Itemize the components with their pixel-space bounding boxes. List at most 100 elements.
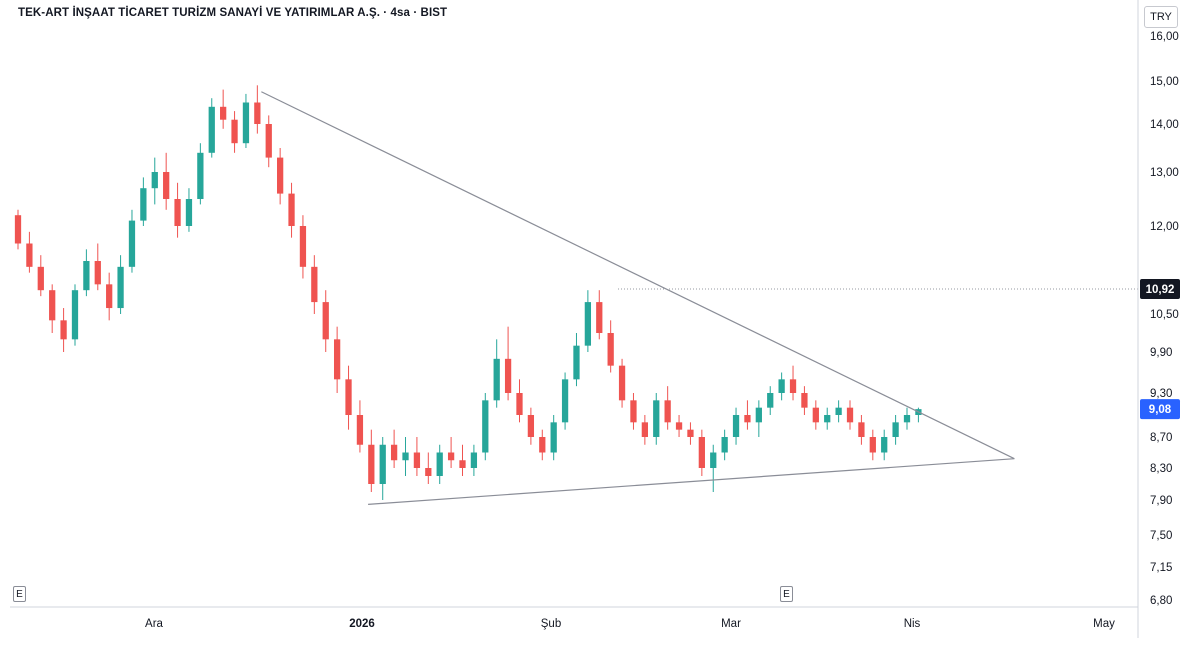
time-axis: Ara 2026 Şub Mar Nis May xyxy=(145,618,1115,630)
candle xyxy=(117,255,124,314)
y-tick-label: 6,80 xyxy=(1150,595,1172,607)
candle-body xyxy=(71,290,79,340)
trendline xyxy=(368,458,1015,505)
candle-body xyxy=(220,106,227,120)
candle-body xyxy=(550,422,557,453)
last-price-badge xyxy=(1140,399,1180,420)
y-tick-label: 15,00 xyxy=(1150,76,1179,88)
candle xyxy=(242,93,250,148)
candle xyxy=(390,429,398,468)
candle-body xyxy=(812,407,819,423)
candle xyxy=(106,272,113,321)
candle-body xyxy=(425,468,432,476)
x-tick-label: Nis xyxy=(904,618,921,630)
candle xyxy=(60,308,67,352)
candles-layer xyxy=(14,85,922,500)
y-tick-label: 7,50 xyxy=(1150,530,1172,542)
candle-body xyxy=(824,415,831,423)
candle xyxy=(151,157,158,205)
candle xyxy=(561,372,569,430)
candle xyxy=(14,209,22,250)
candle xyxy=(744,400,751,430)
candle xyxy=(333,326,341,393)
candle-body xyxy=(596,302,603,333)
candle xyxy=(197,143,204,205)
candle-body xyxy=(767,393,774,408)
candle xyxy=(277,148,284,205)
candle-body xyxy=(687,429,694,437)
candle-body xyxy=(299,226,307,267)
candle-body xyxy=(778,379,785,393)
candle xyxy=(732,407,740,445)
candle-body xyxy=(197,152,204,199)
candle-body xyxy=(322,302,329,340)
x-tick-label: Mar xyxy=(721,618,741,630)
candle-body xyxy=(83,261,90,291)
candle-body xyxy=(231,119,238,144)
candle-body xyxy=(801,393,808,408)
candle-body xyxy=(254,102,261,124)
candle xyxy=(482,393,489,461)
candle-body xyxy=(527,415,535,437)
candle xyxy=(231,111,238,153)
candle xyxy=(641,415,648,445)
y-tick-label: 13,00 xyxy=(1150,167,1179,179)
y-tick-label: 12,00 xyxy=(1150,221,1179,233)
candle-body xyxy=(744,415,751,423)
candle-body xyxy=(14,215,22,244)
y-tick-label: 7,15 xyxy=(1150,562,1172,574)
candle-body xyxy=(516,393,523,415)
candle xyxy=(470,444,478,476)
candle xyxy=(345,365,352,430)
x-tick-label: 2026 xyxy=(349,618,375,630)
candle xyxy=(140,177,147,226)
event-marker-e[interactable]: E xyxy=(13,586,26,602)
candle xyxy=(288,182,295,238)
candle xyxy=(698,429,705,476)
candle xyxy=(550,415,557,461)
candle xyxy=(402,437,409,476)
candle xyxy=(311,255,318,314)
candle-body xyxy=(140,188,147,221)
candle xyxy=(174,182,181,238)
candle-body xyxy=(117,266,124,309)
candle-body xyxy=(242,102,250,144)
candle xyxy=(892,415,899,445)
y-tick-label: 16,00 xyxy=(1150,31,1179,43)
candle xyxy=(755,400,762,437)
candle xyxy=(163,152,170,210)
candle xyxy=(356,400,364,453)
candle xyxy=(254,85,261,134)
event-marker-e[interactable]: E xyxy=(780,586,793,602)
candle xyxy=(26,231,33,273)
reference-price-label: 10,92 xyxy=(1146,284,1175,296)
currency-button[interactable]: TRY xyxy=(1144,6,1178,28)
candle-body xyxy=(675,422,683,430)
candle-body xyxy=(903,415,911,423)
candle xyxy=(573,333,580,387)
x-tick-label: May xyxy=(1093,618,1115,630)
candle-body xyxy=(106,284,113,309)
candle-body xyxy=(618,365,626,401)
candle xyxy=(846,400,854,430)
candle-body xyxy=(174,199,181,226)
chart-title: TEK-ART İNŞAAT TİCARET TURİZM SANAYİ VE … xyxy=(18,7,448,19)
candle xyxy=(516,379,523,423)
candle-body xyxy=(288,193,295,226)
candle xyxy=(436,444,443,484)
candle-body xyxy=(641,422,648,437)
candle xyxy=(322,290,329,352)
candle xyxy=(185,188,193,232)
candle xyxy=(265,115,272,168)
candle xyxy=(710,444,717,492)
candle-body xyxy=(789,379,797,393)
candle-body xyxy=(26,243,33,267)
candle-body xyxy=(892,422,899,437)
candle xyxy=(49,284,56,333)
candle-body xyxy=(94,261,101,285)
candle xyxy=(379,437,386,500)
candle-body xyxy=(37,266,44,291)
candle xyxy=(915,407,922,423)
